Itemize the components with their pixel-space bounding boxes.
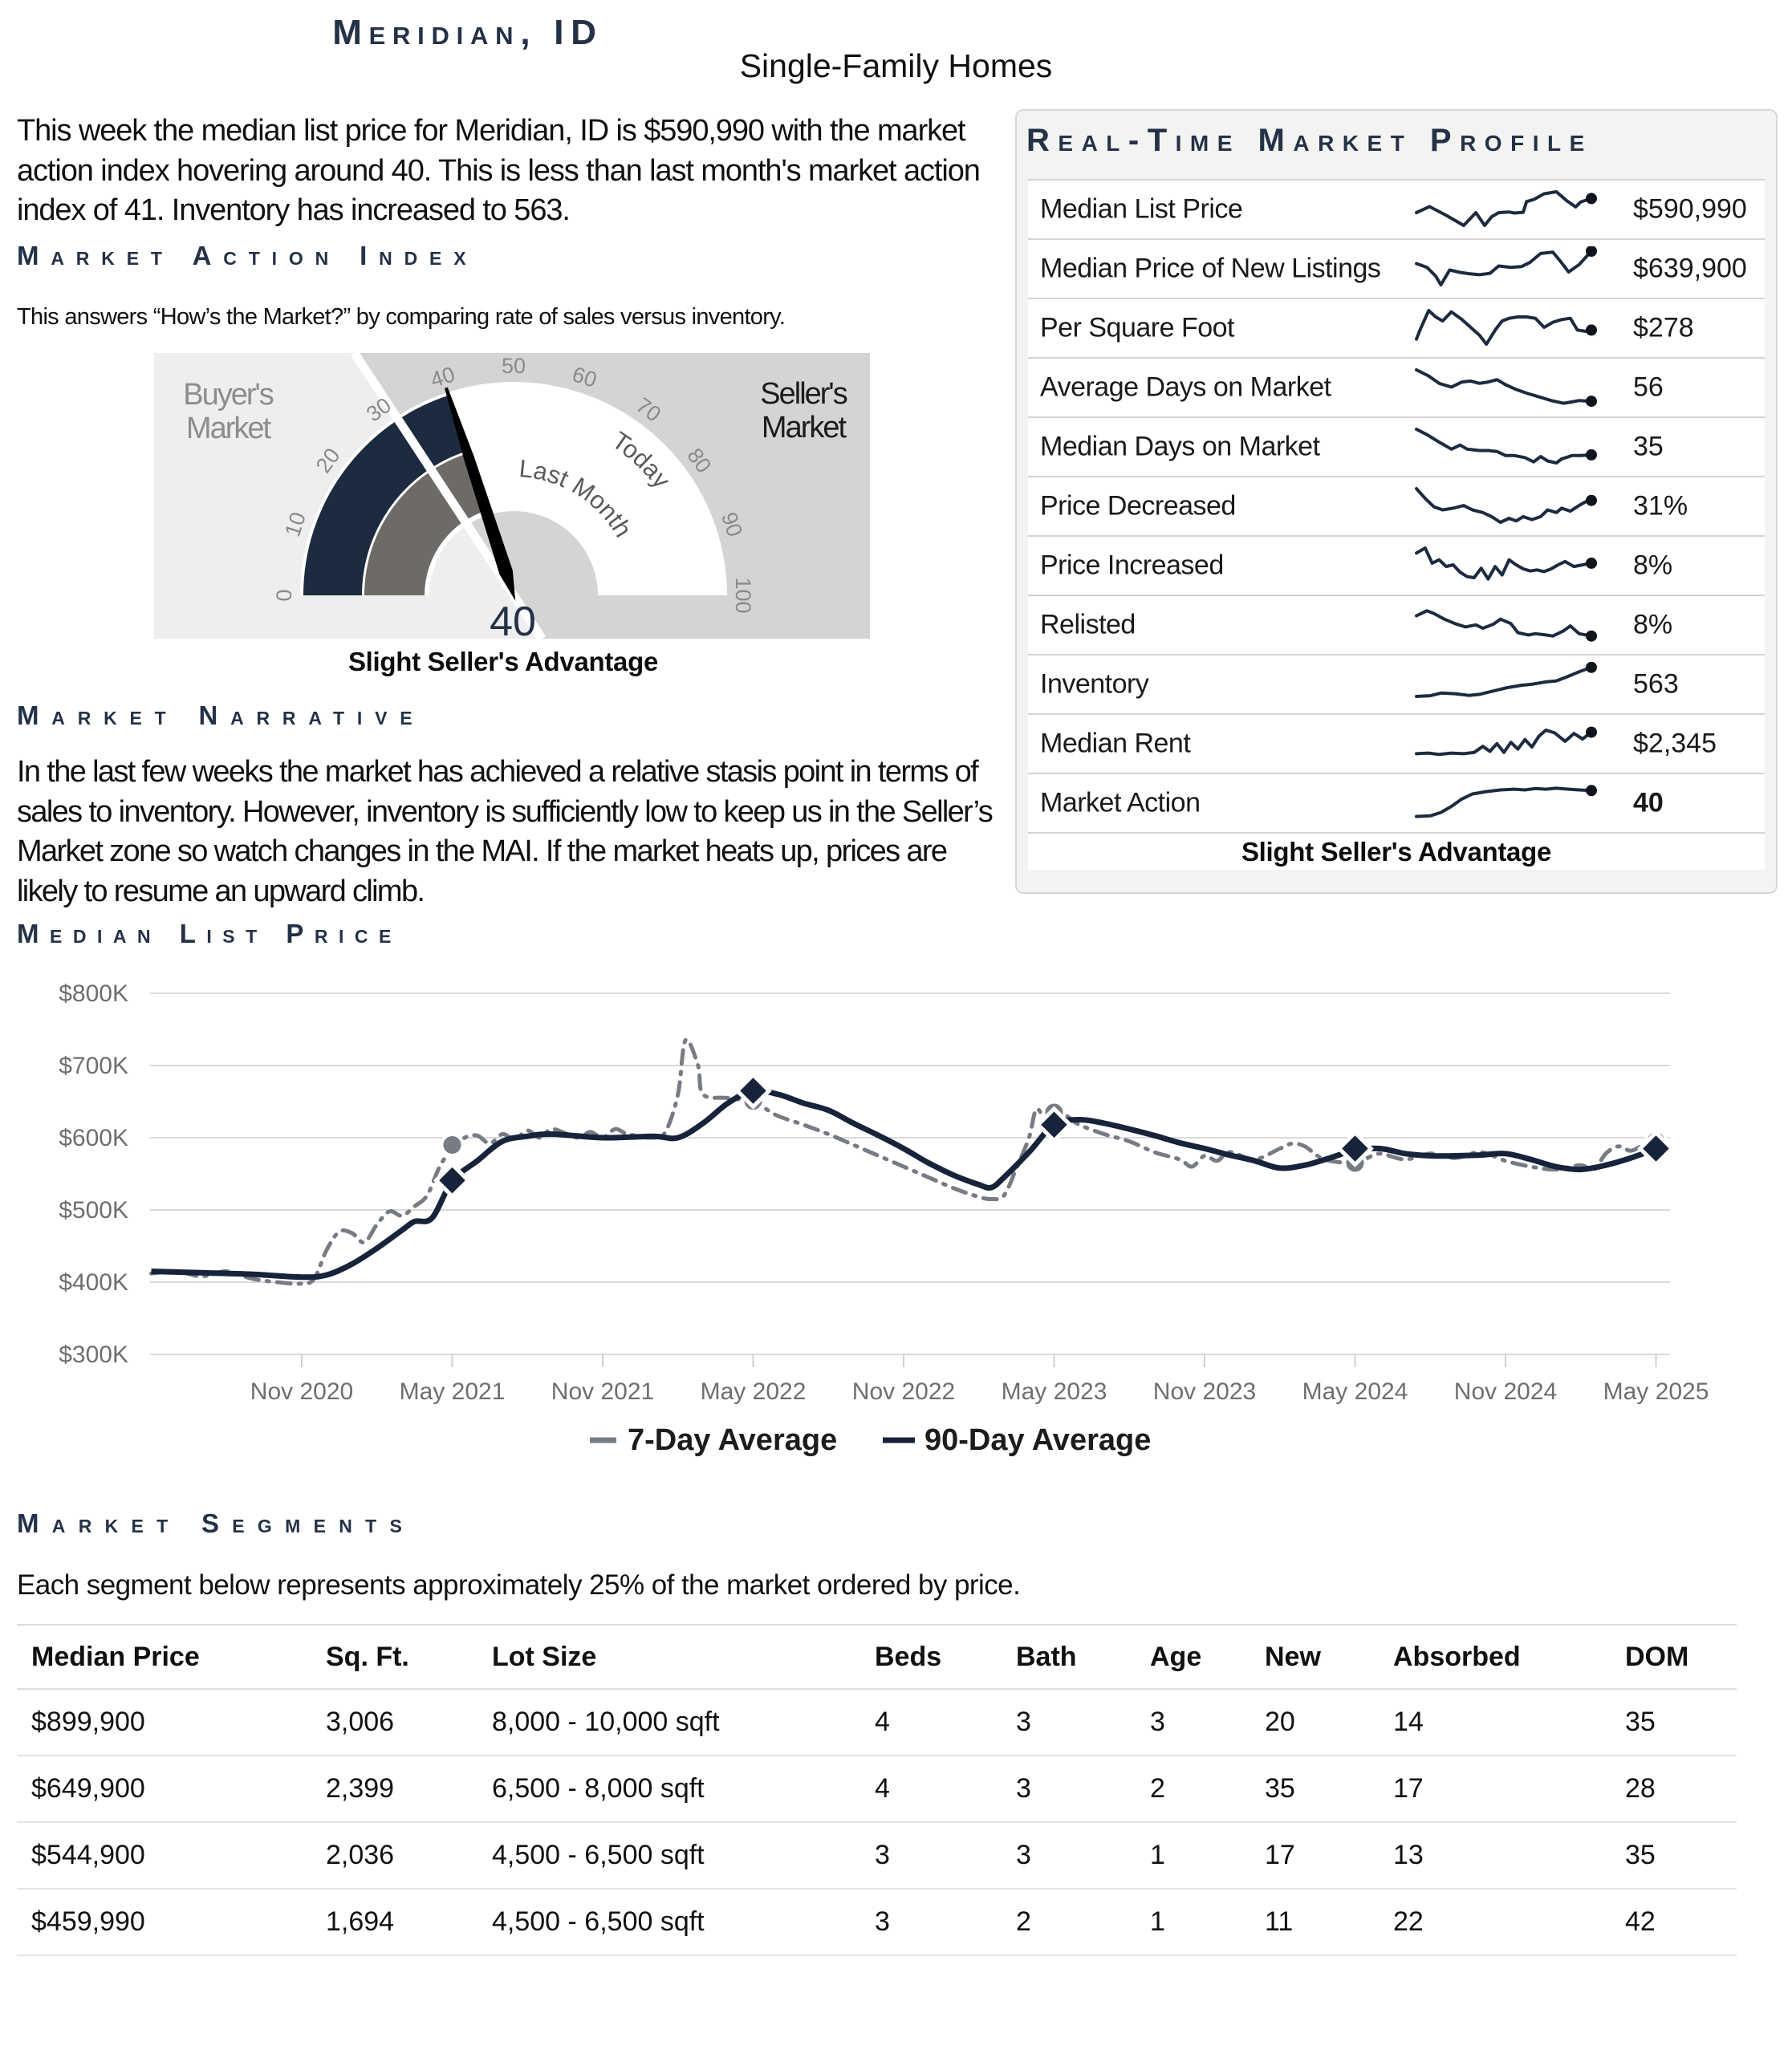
svg-text:May 2022: May 2022 [701, 1378, 807, 1405]
svg-text:$500K: $500K [59, 1197, 128, 1224]
svg-text:40: 40 [490, 599, 536, 645]
svg-text:Nov 2023: Nov 2023 [1153, 1378, 1256, 1405]
svg-text:100: 100 [731, 577, 755, 613]
svg-text:$300K: $300K [59, 1342, 128, 1368]
svg-text:0: 0 [272, 589, 296, 601]
svg-text:Seller's: Seller's [760, 377, 847, 411]
svg-text:Buyer's: Buyer's [183, 378, 274, 412]
svg-text:$800K: $800K [59, 980, 128, 1007]
svg-text:Nov 2021: Nov 2021 [551, 1378, 654, 1405]
svg-text:Nov 2020: Nov 2020 [250, 1378, 353, 1405]
svg-text:Market: Market [186, 412, 272, 445]
svg-text:7-Day Average: 7-Day Average [628, 1423, 837, 1457]
svg-text:$400K: $400K [59, 1269, 128, 1296]
svg-text:50: 50 [502, 354, 526, 378]
svg-text:$700K: $700K [59, 1053, 128, 1079]
svg-text:Market: Market [762, 411, 847, 444]
svg-text:Nov 2024: Nov 2024 [1454, 1378, 1557, 1405]
svg-text:May 2025: May 2025 [1603, 1378, 1709, 1405]
svg-text:$600K: $600K [59, 1125, 128, 1151]
svg-text:May 2023: May 2023 [1002, 1378, 1107, 1405]
svg-text:90-Day Average: 90-Day Average [924, 1423, 1151, 1457]
svg-text:May 2021: May 2021 [400, 1378, 506, 1405]
svg-text:May 2024: May 2024 [1302, 1378, 1408, 1405]
svg-text:Nov 2022: Nov 2022 [852, 1378, 955, 1405]
